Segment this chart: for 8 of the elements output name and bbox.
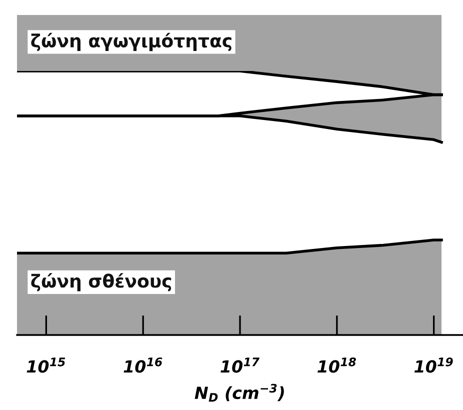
text: ζώνη αγωγιμότητας: [31, 32, 232, 52]
x-tick-label: 10$^{19}$: [414, 357, 453, 373]
x-tick-label: 10$^{15}$: [26, 358, 66, 373]
x-tick-label: 10$^{18}$: [318, 357, 356, 373]
annotation: ζώνη σθένους: [31, 273, 172, 292]
x-tick-label: 10$^{17}$: [220, 358, 260, 373]
x-tick-label: 10$^{16}$: [124, 357, 162, 373]
x-axis-title: N$_{D}$ (cm$^{−3}$): [194, 384, 284, 402]
